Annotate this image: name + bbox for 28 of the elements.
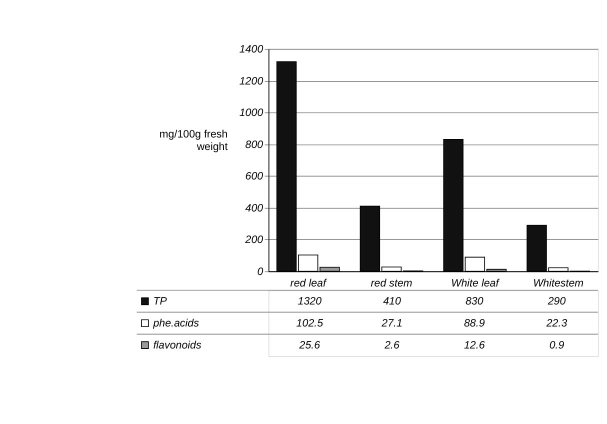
- legend-label: phe.acids: [152, 317, 200, 330]
- y-tick-label: 200: [244, 234, 264, 246]
- y-tick-label: 800: [245, 138, 264, 151]
- data-label: 12.6: [464, 339, 485, 352]
- data-label: 410: [383, 296, 402, 308]
- data-label: 830: [465, 296, 484, 308]
- data-label: 22.3: [545, 317, 568, 330]
- x-tick-label: red leaf: [290, 278, 327, 290]
- data-label: 1320: [298, 296, 322, 308]
- y-tick-label: 600: [245, 170, 264, 183]
- data-label: 0.9: [549, 339, 564, 352]
- y-tick-label: 1000: [239, 107, 264, 120]
- data-label: 27.1: [380, 317, 402, 330]
- data-label: 2.6: [384, 339, 400, 352]
- y-tick-label: 400: [245, 202, 264, 214]
- data-label: 88.9: [464, 317, 485, 330]
- y-tick-label: 0: [257, 266, 264, 278]
- x-tick-label: red stem: [370, 278, 412, 290]
- x-tick-label: Whitestem: [533, 278, 584, 290]
- x-tick-label: White leaf: [451, 278, 500, 290]
- y-axis-title: mg/100g fresh weight: [159, 128, 228, 153]
- legend-label: flavonoids: [153, 339, 202, 352]
- data-label: 25.6: [298, 339, 320, 352]
- y-tick-label: 1200: [239, 75, 264, 88]
- legend-label: TP: [153, 296, 168, 308]
- data-label: 290: [546, 296, 566, 308]
- data-label: 102.5: [296, 317, 324, 330]
- y-tick-label: 1400: [239, 44, 264, 56]
